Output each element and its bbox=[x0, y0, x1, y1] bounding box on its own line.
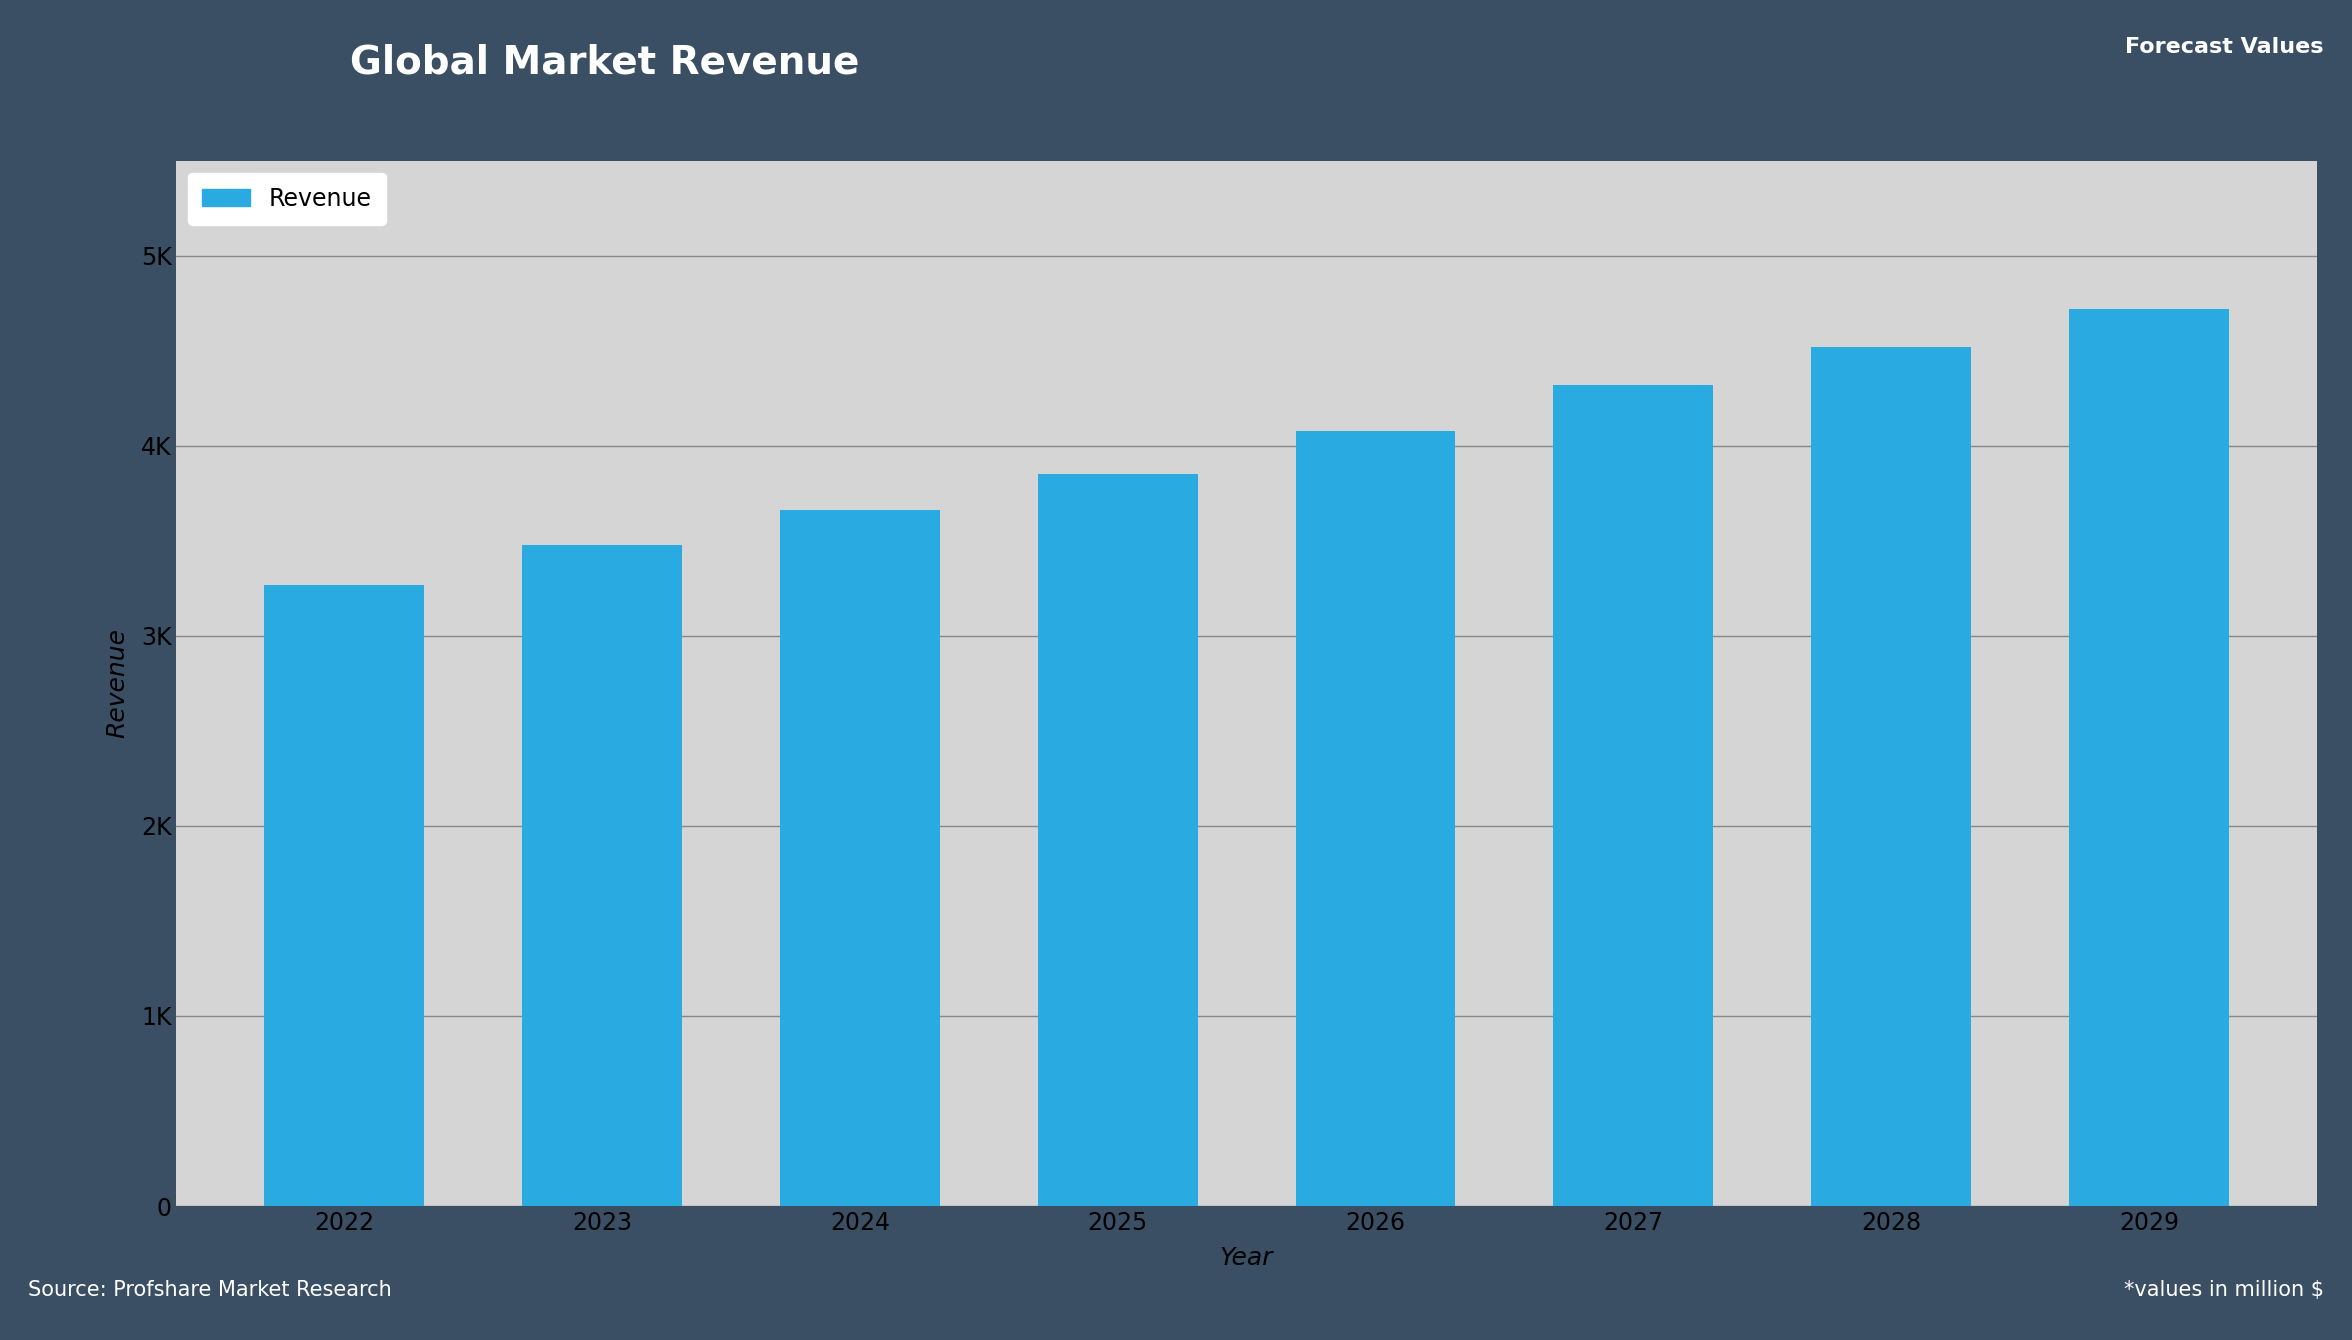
X-axis label: Year: Year bbox=[1221, 1246, 1272, 1270]
Bar bbox=[2070, 310, 2230, 1206]
Bar bbox=[1552, 385, 1712, 1206]
Bar bbox=[781, 511, 941, 1206]
Bar bbox=[263, 584, 423, 1206]
Bar bbox=[1037, 474, 1197, 1206]
Text: Source: Profshare Market Research: Source: Profshare Market Research bbox=[28, 1280, 393, 1300]
Bar bbox=[1296, 430, 1456, 1206]
Text: Forecast Values: Forecast Values bbox=[2126, 38, 2324, 56]
Text: *values in million $: *values in million $ bbox=[2124, 1280, 2324, 1300]
Bar bbox=[1811, 347, 1971, 1206]
Legend: Revenue: Revenue bbox=[188, 173, 386, 225]
Y-axis label: Revenue: Revenue bbox=[106, 628, 129, 738]
Bar bbox=[522, 544, 682, 1206]
Text: Global Market Revenue: Global Market Revenue bbox=[350, 43, 858, 82]
